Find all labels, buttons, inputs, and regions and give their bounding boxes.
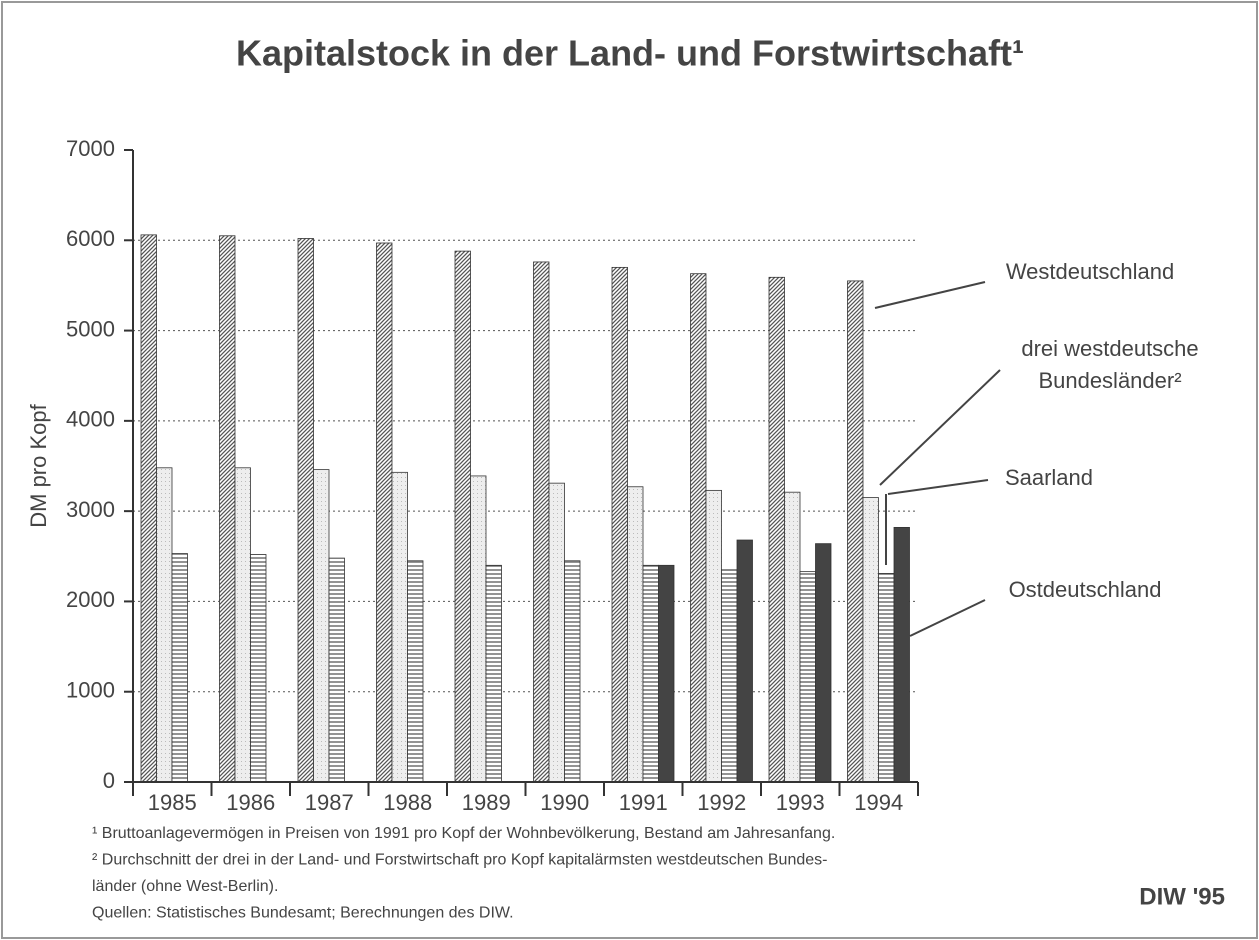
- credit: DIW '95: [1139, 883, 1225, 910]
- bar: [658, 564, 675, 783]
- series-label: Ostdeutschland: [1008, 577, 1162, 602]
- bar: [815, 543, 832, 783]
- bar: [893, 526, 910, 783]
- bar: [878, 573, 895, 783]
- bar: [533, 261, 550, 783]
- bar: [328, 557, 345, 783]
- bar: [234, 467, 251, 783]
- bar: [611, 266, 628, 783]
- bar: [140, 234, 157, 783]
- y-axis-label: DM pro Kopf: [26, 403, 51, 527]
- bar: [705, 489, 722, 783]
- bar: [548, 482, 565, 783]
- bar: [219, 235, 236, 783]
- bar: [171, 553, 188, 783]
- x-tick-label: 1990: [540, 790, 589, 815]
- x-tick-label: 1989: [462, 790, 511, 815]
- bar: [784, 491, 801, 783]
- x-tick-label: 1985: [148, 790, 197, 815]
- series-label: Saarland: [1004, 465, 1094, 490]
- x-tick-label: 1994: [854, 790, 903, 815]
- y-tick-label: 7000: [66, 136, 115, 161]
- bar: [156, 467, 173, 783]
- bar: [564, 560, 581, 783]
- leader-line: [874, 281, 986, 309]
- series-label: Westdeutschland: [1005, 259, 1175, 284]
- bar: [297, 238, 314, 783]
- bar: [768, 276, 785, 783]
- y-tick-label: 2000: [66, 587, 115, 612]
- bar: [376, 242, 393, 783]
- bar: [485, 564, 502, 783]
- y-tick-label: 0: [103, 768, 115, 793]
- footnote: Quellen: Statistisches Bundesamt; Berech…: [92, 905, 514, 922]
- chart-title: Kapitalstock in der Land- und Forstwirts…: [236, 33, 1024, 74]
- x-tick-label: 1993: [776, 790, 825, 815]
- x-tick-label: 1988: [383, 790, 432, 815]
- x-tick-label: 1987: [305, 790, 354, 815]
- bar: [391, 471, 408, 783]
- y-tick-label: 3000: [66, 497, 115, 522]
- x-tick-label: 1986: [226, 790, 275, 815]
- footnote: ¹ Bruttoanlagevermögen in Preisen von 19…: [92, 825, 835, 842]
- leader-line: [909, 599, 986, 637]
- y-tick-label: 5000: [66, 316, 115, 341]
- bar: [847, 280, 864, 783]
- bar: [642, 564, 659, 783]
- footnote: ² Durchschnitt der drei in der Land- und…: [92, 852, 827, 869]
- leader-line: [879, 369, 1001, 486]
- bar: [313, 469, 330, 783]
- x-tick-label: 1992: [697, 790, 746, 815]
- bar: [799, 571, 816, 783]
- bar: [454, 250, 471, 783]
- bar: [862, 497, 879, 783]
- series-label: drei westdeutsche Bundesländer²: [1021, 336, 1199, 393]
- bar: [736, 539, 753, 783]
- x-tick-label: 1991: [619, 790, 668, 815]
- y-tick-label: 1000: [66, 678, 115, 703]
- bar: [627, 486, 644, 783]
- bar: [407, 560, 424, 783]
- y-tick-label: 6000: [66, 226, 115, 251]
- y-tick-label: 4000: [66, 407, 115, 432]
- bar: [250, 554, 267, 783]
- bar: [690, 273, 707, 783]
- leader-line: [887, 479, 989, 495]
- footnote: länder (ohne West-Berlin).: [92, 878, 278, 895]
- bar: [721, 569, 738, 783]
- bar: [470, 475, 487, 783]
